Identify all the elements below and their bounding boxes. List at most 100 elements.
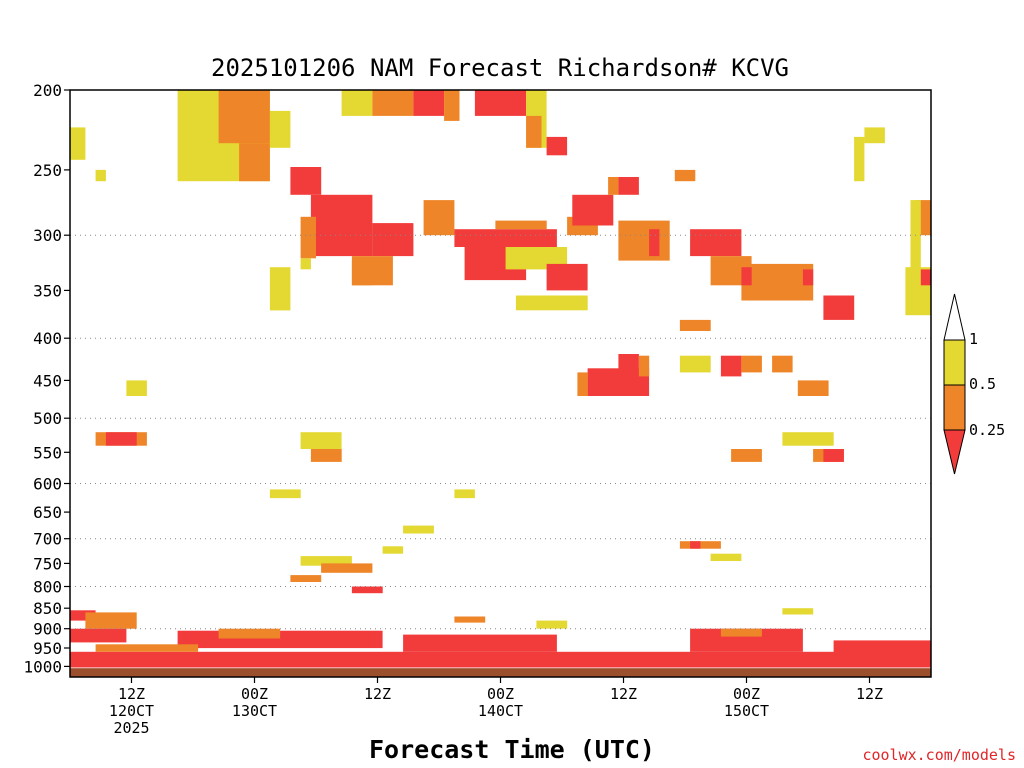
x-tick-label-0-0: 12Z — [118, 685, 145, 703]
richardson-cell-red — [413, 90, 445, 116]
richardson-cell-red — [70, 628, 127, 643]
richardson-cell-orange — [495, 220, 547, 230]
y-tick-label-850: 850 — [33, 599, 62, 618]
richardson-cell-red — [741, 267, 752, 286]
x-tick-label-4-0: 12Z — [610, 685, 637, 703]
y-tick-label-750: 750 — [33, 554, 62, 573]
richardson-cell-orange — [95, 644, 199, 652]
richardson-cell-orange — [454, 616, 486, 623]
y-tick-label-900: 900 — [33, 620, 62, 639]
richardson-cell-yellow — [454, 489, 475, 499]
richardson-cell-orange — [679, 541, 721, 549]
legend-label-1: 1 — [969, 330, 978, 348]
x-tick-label-2-0: 12Z — [364, 685, 391, 703]
x-tick-label-6-0: 12Z — [856, 685, 883, 703]
richardson-cell-orange — [310, 449, 342, 462]
credit-text: coolwx.com/models — [862, 746, 1016, 764]
richardson-cell-orange — [444, 90, 460, 121]
y-tick-label-700: 700 — [33, 530, 62, 549]
richardson-cell-red — [690, 628, 803, 652]
richardson-cell-red — [290, 167, 322, 195]
richardson-cell-red — [690, 229, 742, 257]
y-tick-label-800: 800 — [33, 578, 62, 597]
y-tick-label-650: 650 — [33, 503, 62, 522]
legend-label-0.5: 0.5 — [969, 375, 996, 393]
richardson-cell-yellow — [300, 258, 311, 270]
richardson-cell-red — [618, 354, 639, 373]
x-axis-label: Forecast Time (UTC) — [369, 735, 655, 764]
legend-bottom-arrow — [943, 429, 966, 475]
y-tick-label-550: 550 — [33, 443, 62, 462]
richardson-cell-yellow — [70, 127, 86, 160]
richardson-cell-red — [720, 355, 742, 377]
legend-swatch-high — [943, 339, 966, 386]
richardson-cell-yellow — [782, 432, 834, 446]
ground-layer — [70, 668, 931, 677]
y-tick-label-250: 250 — [33, 161, 62, 180]
legend-label-0.25: 0.25 — [969, 421, 1005, 439]
richardson-cell-red — [351, 586, 383, 594]
richardson-cell-yellow — [300, 432, 342, 449]
richardson-cell-orange — [85, 612, 137, 629]
y-tick-label-450: 450 — [33, 371, 62, 390]
richardson-cell-orange — [772, 355, 793, 373]
richardson-cell-orange — [526, 115, 542, 148]
richardson-cell-red — [618, 177, 639, 195]
richardson-cell-orange — [797, 380, 829, 396]
richardson-cell-yellow — [300, 556, 352, 566]
richardson-cell-red — [920, 269, 932, 286]
richardson-cell-orange — [577, 372, 588, 396]
y-tick-label-200: 200 — [33, 81, 62, 100]
richardson-cell-orange — [218, 628, 281, 639]
y-tick-label-350: 350 — [33, 281, 62, 300]
richardson-cell-yellow — [269, 489, 301, 499]
richardson-cell-red — [546, 136, 568, 156]
richardson-cell-yellow — [505, 247, 568, 270]
richardson-cell-yellow — [854, 136, 865, 182]
richardson-cell-orange — [741, 355, 762, 373]
richardson-cell-orange — [218, 90, 270, 144]
y-tick-label-300: 300 — [33, 226, 62, 245]
richardson-cell-orange — [638, 355, 650, 377]
richardson-cell-yellow — [341, 90, 373, 116]
richardson-cell-yellow — [95, 169, 106, 182]
richardson-cell-orange — [674, 169, 696, 182]
richardson-cell-yellow — [710, 553, 742, 561]
richardson-cell-red — [823, 449, 844, 462]
richardson-cell-red — [802, 269, 814, 286]
y-axis: 200 250 300 350 400 450 500 550 600 650 700 750 800 8… — [23, 81, 70, 676]
gridlines — [70, 234, 931, 630]
richardson-cell-orange — [731, 449, 762, 462]
richardson-cell-yellow — [126, 380, 147, 396]
richardson-cell-orange — [300, 216, 316, 259]
legend-top-arrow — [943, 293, 966, 341]
y-tick-label-500: 500 — [33, 409, 62, 428]
richardson-cell-red — [372, 223, 414, 257]
richardson-cell-red — [833, 640, 931, 656]
richardson-cell-red — [105, 432, 137, 446]
richardson-cell-red — [649, 229, 660, 257]
x-tick-label-1-0: 00Z — [241, 685, 268, 703]
richardson-cell-orange — [321, 563, 373, 573]
x-tick-label-3-0: 00Z — [487, 685, 514, 703]
richardson-cell-red — [572, 194, 614, 226]
richardson-cell-yellow — [782, 608, 814, 615]
y-tick-label-1000: 1000 — [23, 657, 62, 676]
richardson-cell-red — [70, 610, 96, 621]
richardson-cell-yellow — [679, 355, 711, 373]
x-tick-label-3-1: 140CT — [478, 702, 523, 720]
richardson-cell-red — [474, 90, 527, 116]
richardson-cell-yellow — [403, 525, 434, 534]
richardson-cell-orange — [608, 177, 619, 195]
heatmap-cells — [70, 90, 932, 668]
x-tick-label-5-0: 00Z — [733, 685, 760, 703]
richardson-cell-orange — [372, 90, 414, 116]
richardson-cell-yellow — [269, 110, 291, 148]
x-tick-label-5-1: 150CT — [724, 702, 769, 720]
richardson-cell-red — [587, 368, 650, 396]
legend-swatch-mid — [943, 384, 966, 431]
richardson-cell-orange — [618, 220, 670, 261]
legend: 1 0.5 0.25 — [943, 293, 1005, 475]
richardson-cell-yellow — [536, 620, 568, 629]
